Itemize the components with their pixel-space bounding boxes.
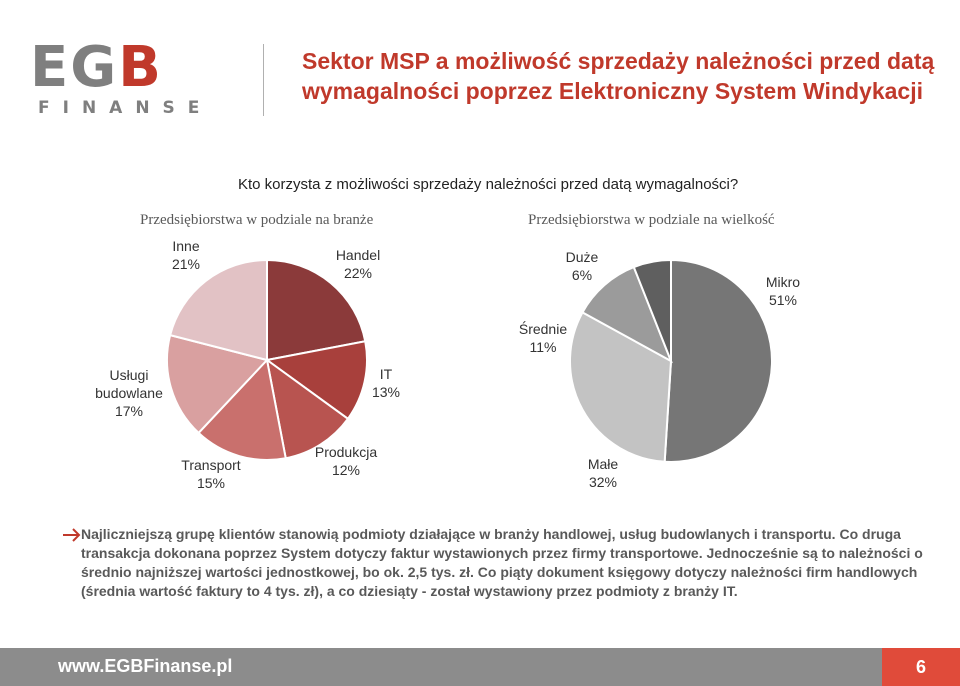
- chart-title-industry: Przedsiębiorstwa w podziale na branże: [140, 212, 374, 228]
- page-number: 6: [915, 657, 926, 677]
- summary-note: Najliczniejszą grupę klientów stanowią p…: [81, 526, 923, 599]
- data-label-male: Małe 32%: [588, 456, 619, 490]
- logo-wordmark: EGB: [30, 35, 163, 100]
- page-title: Sektor MSP a możliwość sprzedaży należno…: [302, 48, 935, 104]
- pie-charts: Handel 22% IT 13% Produkcja 12% Transport 15% Us…: [95, 238, 800, 491]
- pie-slice-male: [569, 310, 673, 463]
- pie-slice-it: [264, 340, 368, 421]
- pie-industry: Handel 22% IT 13% Produkcja 12% Transport 15% Us…: [95, 238, 400, 491]
- data-label-it: IT 13%: [372, 366, 400, 400]
- data-label-uslugi-budowlane: Usługi budowlane 17%: [95, 367, 163, 419]
- data-label-duze: Duże 6%: [566, 249, 599, 283]
- pie-slice-handel: [266, 258, 367, 362]
- header-divider: [263, 44, 264, 116]
- arrow-right-icon: [63, 528, 81, 542]
- data-label-handel: Handel 22%: [336, 247, 380, 281]
- page-number-box: 6: [882, 648, 960, 686]
- footer-url[interactable]: www.EGBFinanse.pl: [58, 656, 233, 676]
- logo-subtitle: FINANSE: [38, 98, 213, 118]
- data-label-srednie: Średnie 11%: [519, 320, 567, 355]
- pie-slice-duze: [632, 258, 672, 362]
- pie-slice-srednie: [581, 265, 673, 364]
- pie-slice-transport: [197, 357, 287, 461]
- pie-slice-inne: [168, 258, 268, 362]
- data-label-transport: Transport 15%: [181, 457, 241, 491]
- pie-size: Mikro 51% Małe 32% Średnie 11% Duże 6%: [519, 249, 800, 490]
- data-label-mikro: Mikro 51%: [766, 274, 800, 308]
- data-label-produkcja: Produkcja 12%: [315, 444, 377, 478]
- footer-bar: www.EGBFinanse.pl 6: [0, 648, 960, 686]
- data-label-inne: Inne 21%: [172, 238, 200, 272]
- pie-slice-uslugi-budowlane: [166, 333, 269, 435]
- pie-slice-mikro: [663, 258, 774, 463]
- question-text: Kto korzysta z możliwości sprzedaży nale…: [238, 176, 739, 193]
- pie-slice-produkcja: [265, 357, 350, 460]
- chart-title-size: Przedsiębiorstwa w podziale na wielkość: [528, 212, 775, 228]
- company-logo: EGB FINANSE: [30, 38, 220, 122]
